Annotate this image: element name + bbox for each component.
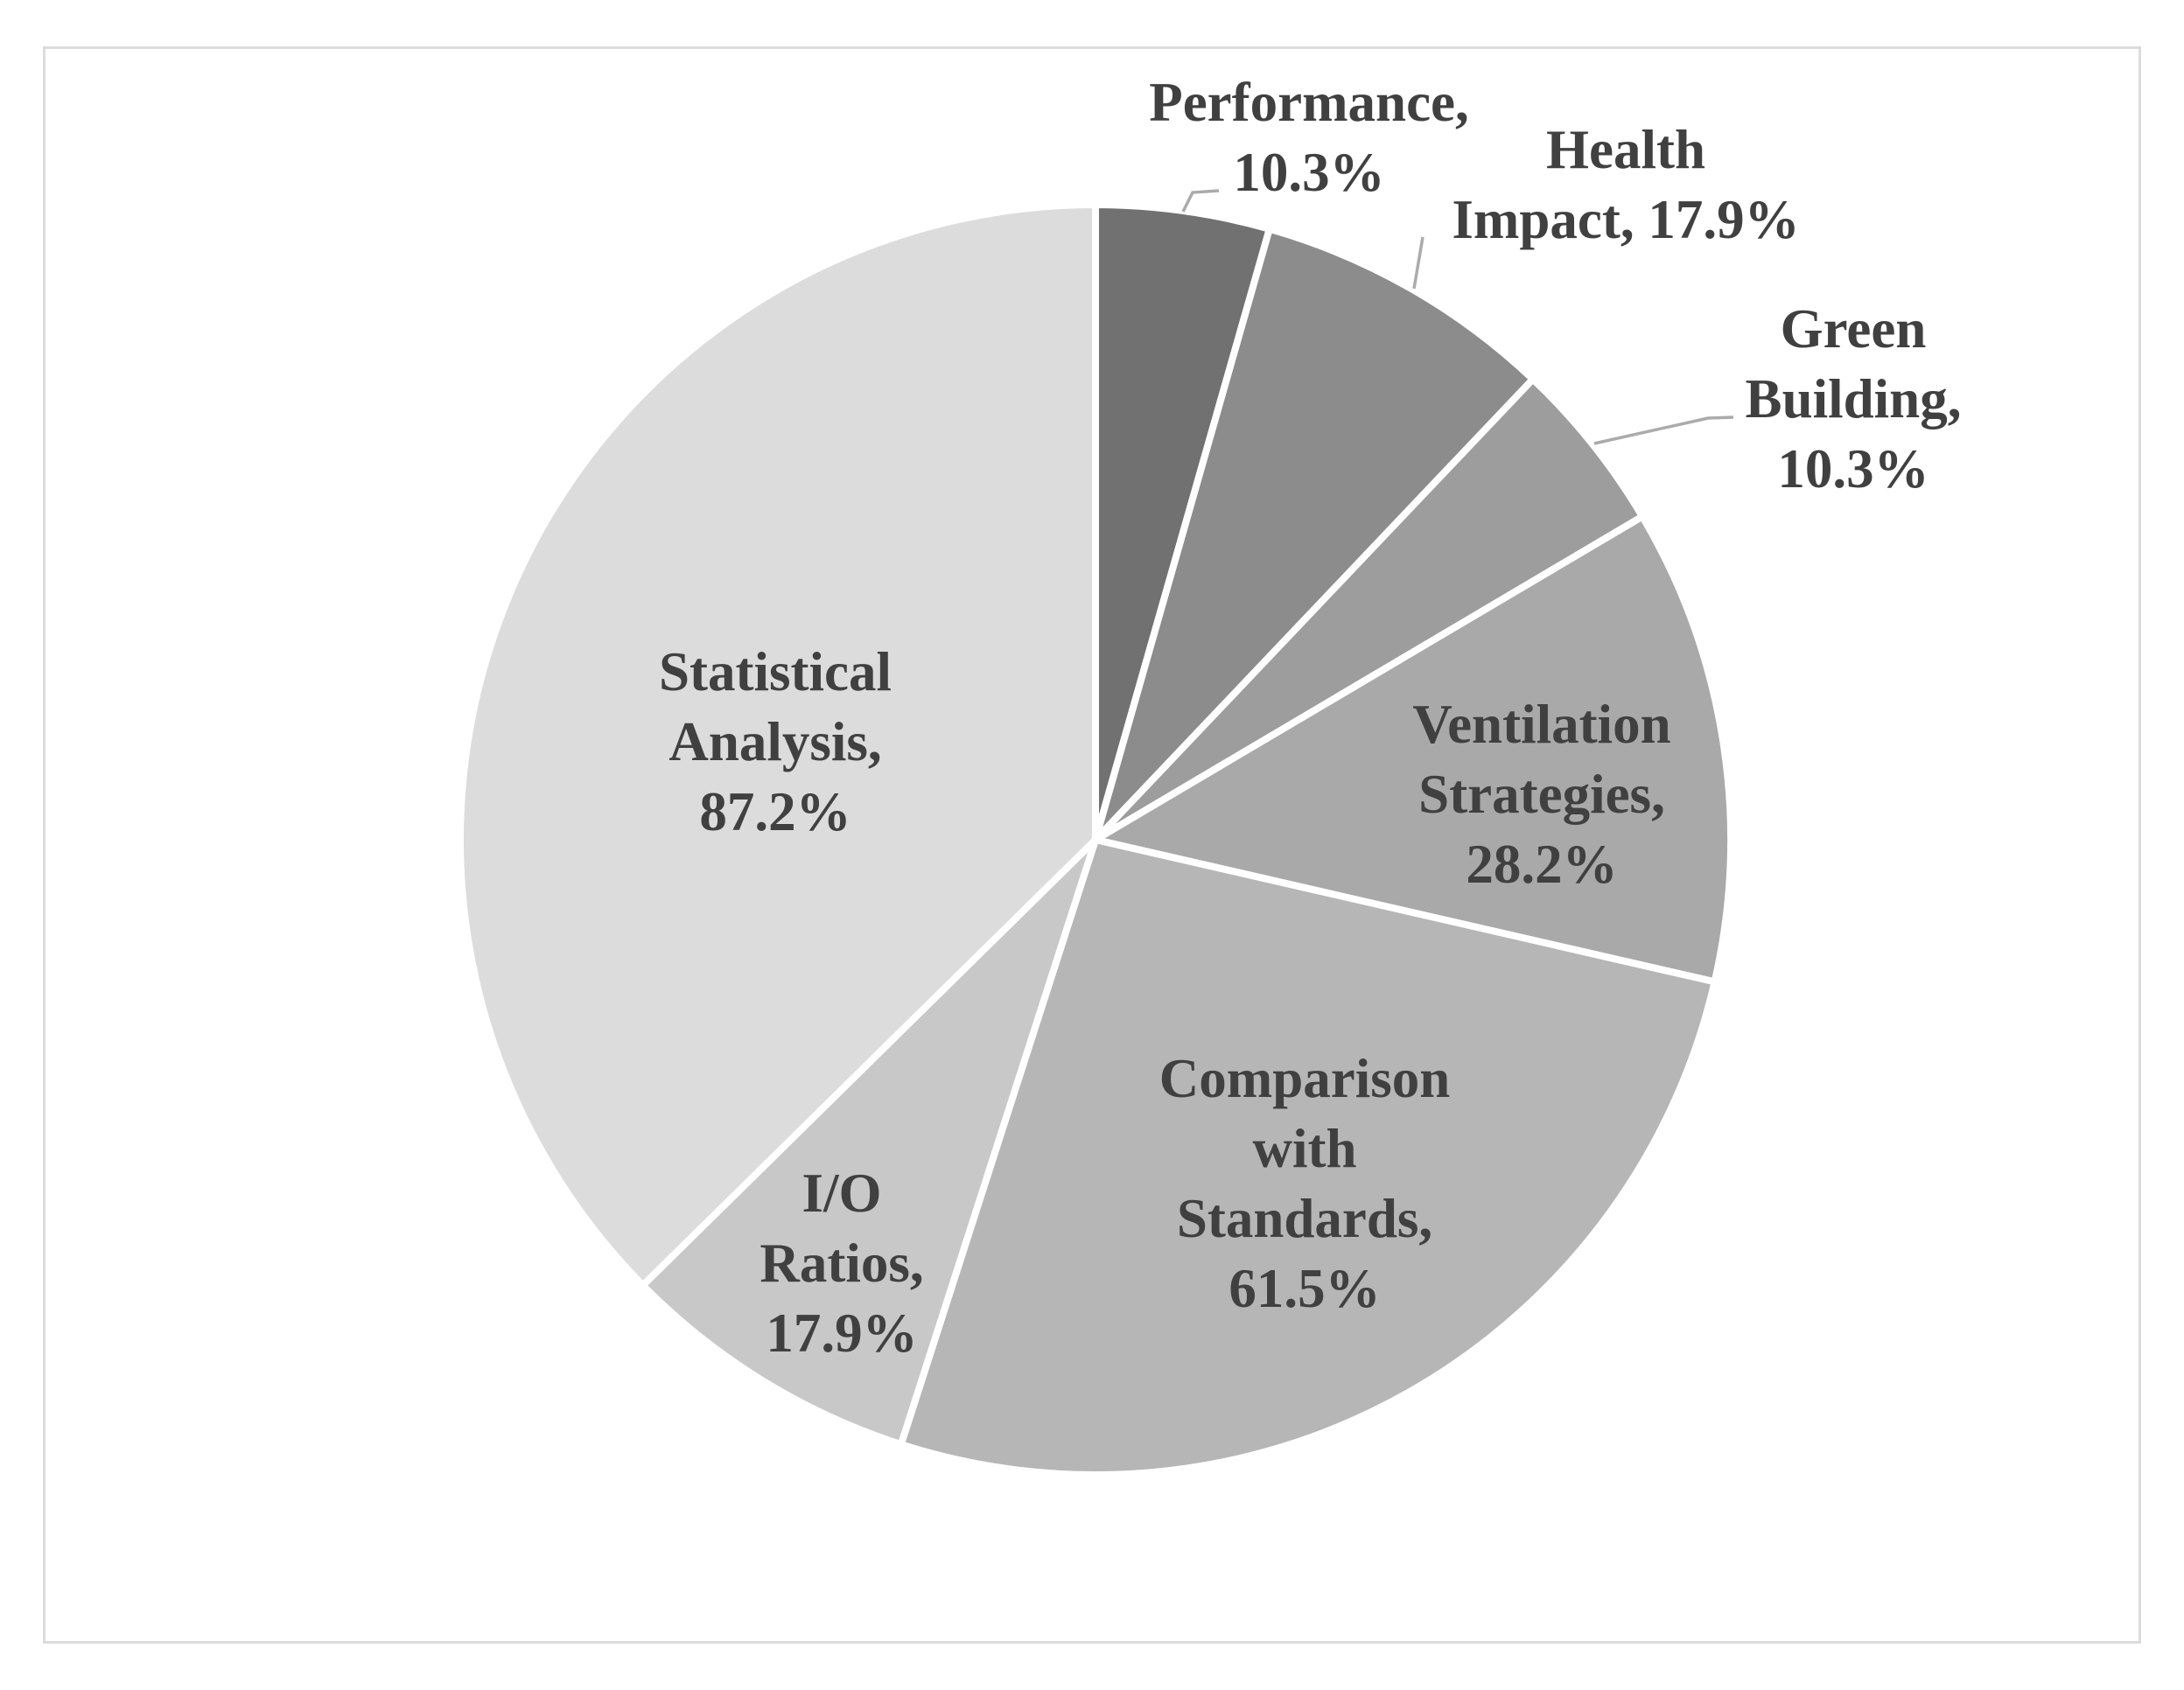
pie-slice-ventilation-strategies	[1086, 512, 1734, 987]
pie-slice-i-o-ratios	[638, 837, 1099, 1449]
leader-line-performance	[1181, 189, 1220, 213]
pie-slice-health-impact	[1092, 224, 1538, 842]
pie-slice-statistical-analysis	[456, 200, 1099, 1291]
leader-line-green-building	[1593, 416, 1734, 445]
leader-line-health-impact	[1412, 236, 1424, 290]
pie-slice-comparison-with-standards	[896, 835, 1719, 1479]
